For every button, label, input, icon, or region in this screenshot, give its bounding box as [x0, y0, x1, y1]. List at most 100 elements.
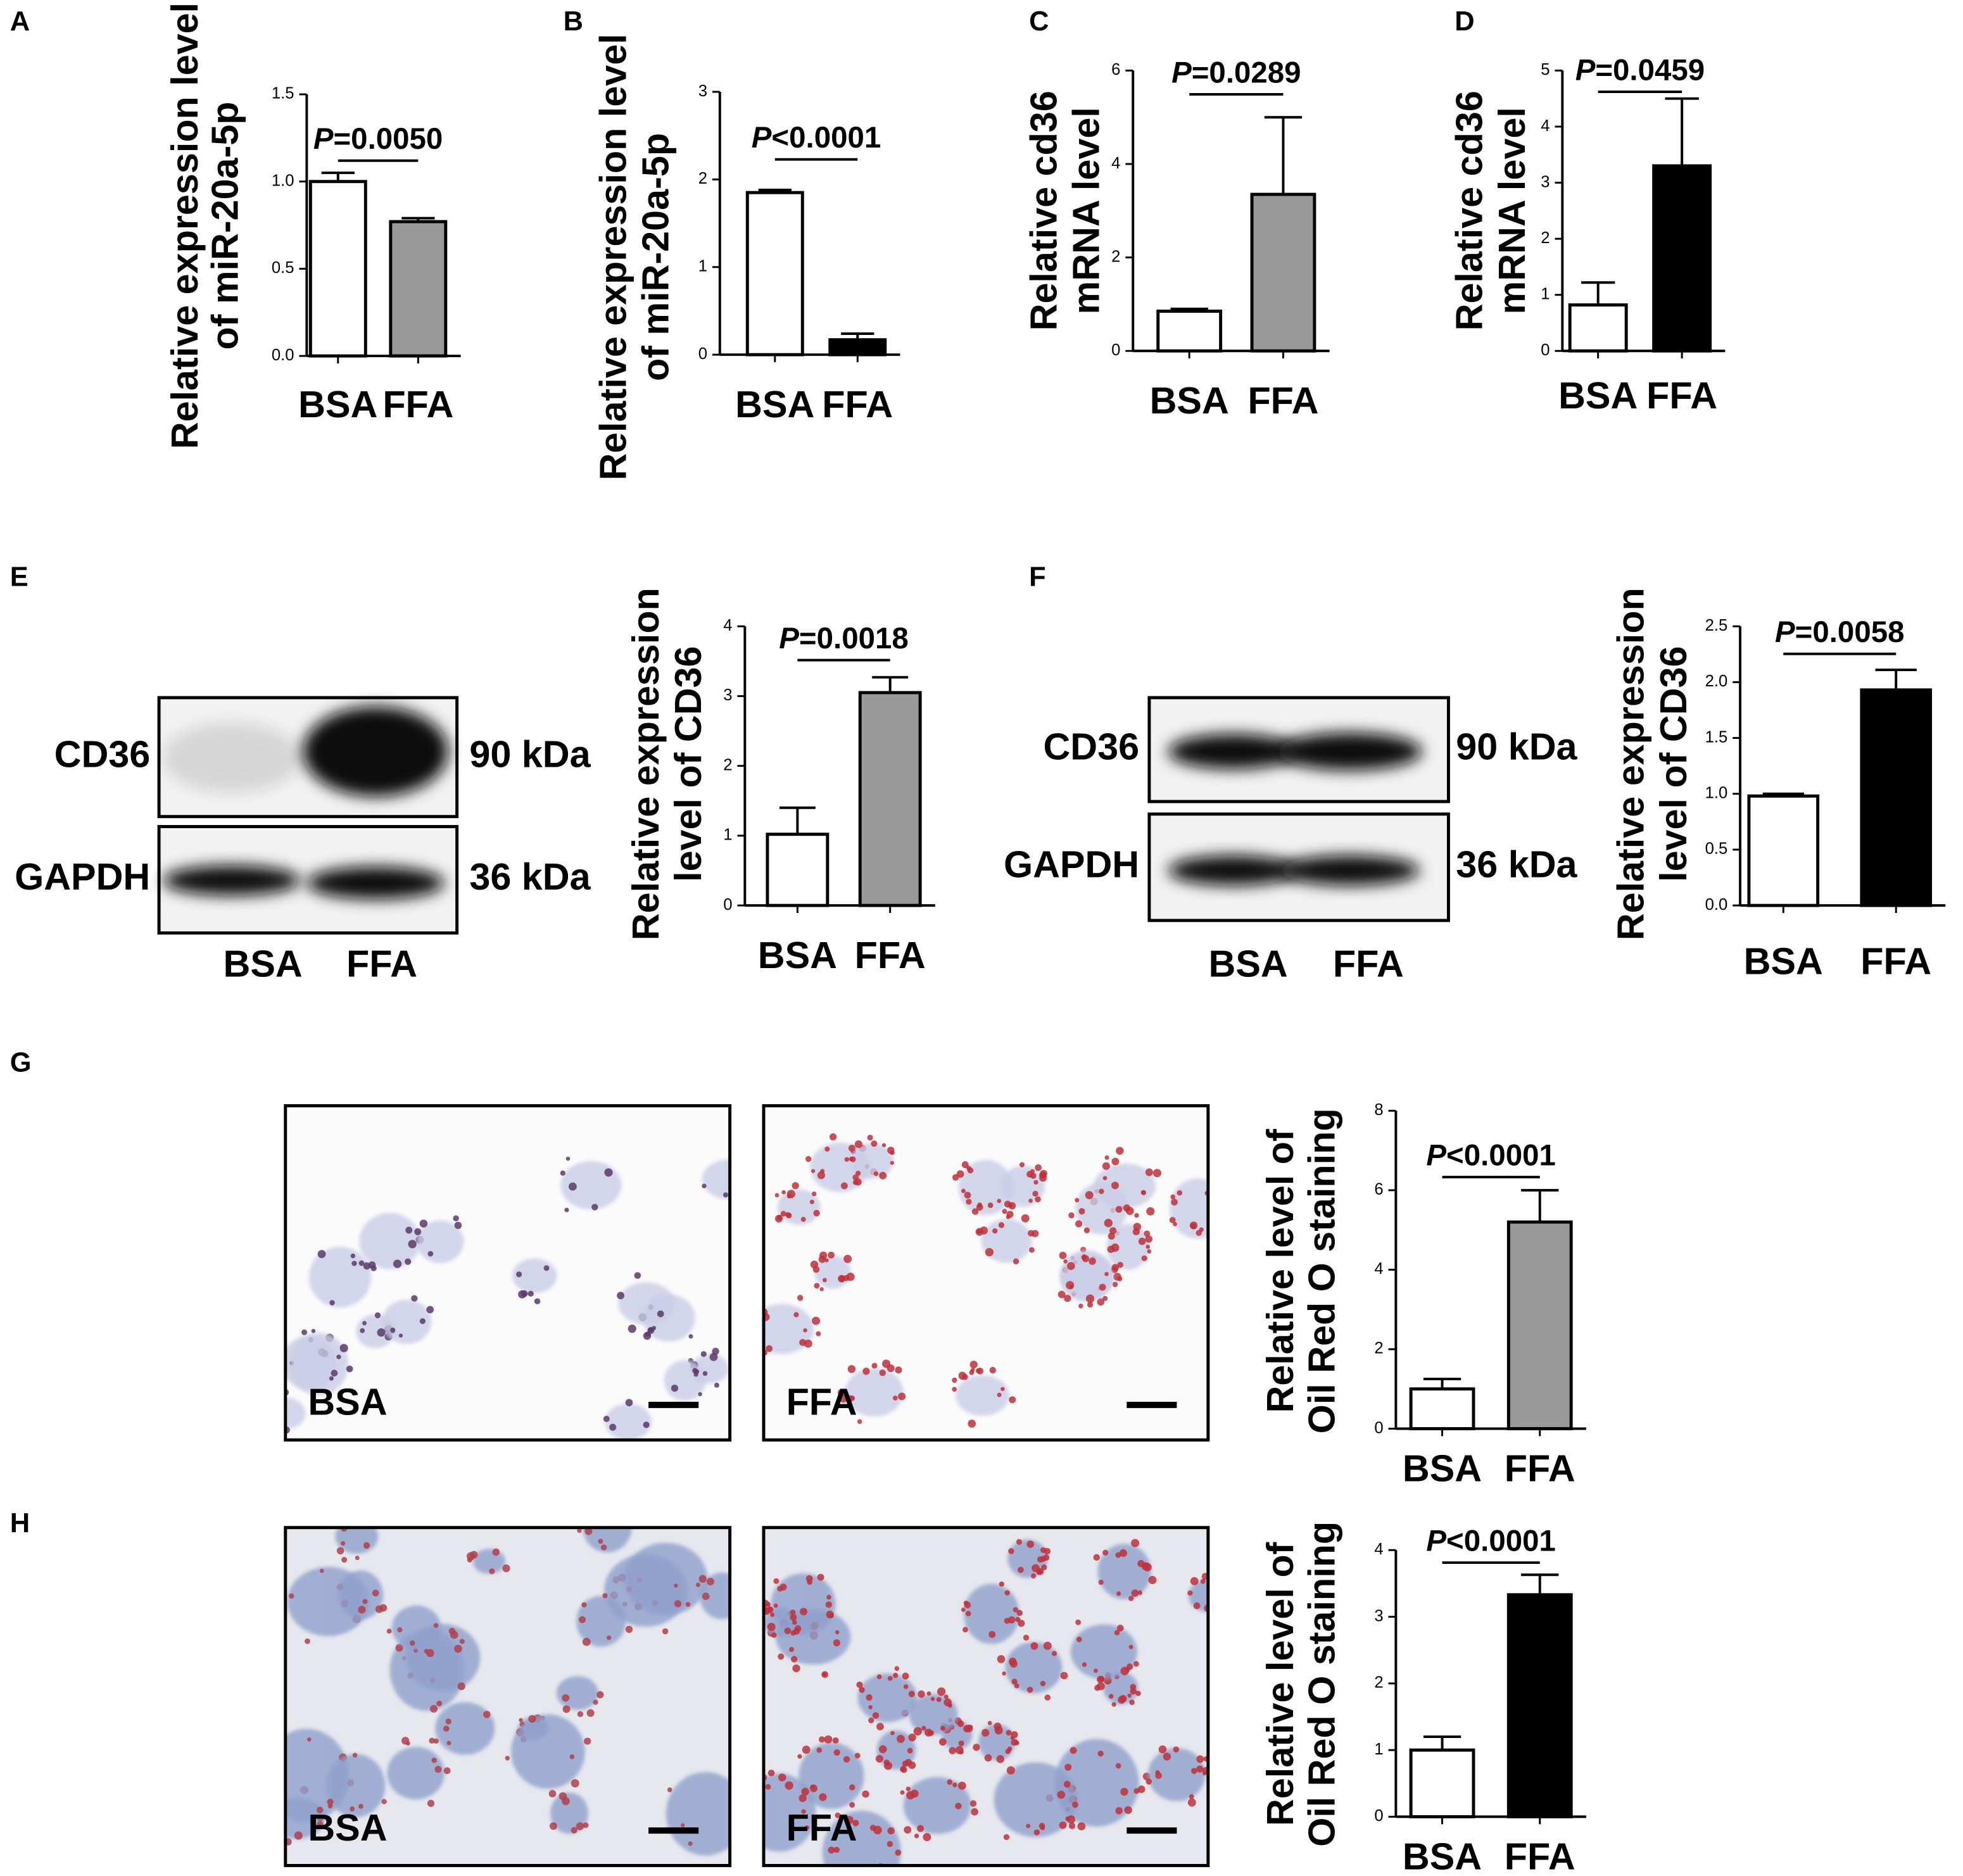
lipid-dot — [1037, 1556, 1044, 1563]
lipid-dot — [528, 1715, 536, 1723]
lipid-dot — [1027, 1230, 1035, 1237]
p-value: P<0.0001 — [1426, 1524, 1555, 1558]
lipid-dot — [952, 1387, 957, 1392]
lipid-dot — [833, 1749, 840, 1756]
lipid-dot — [1124, 1806, 1132, 1815]
lipid-dot — [1093, 1554, 1100, 1561]
lipid-dot — [1044, 1694, 1051, 1701]
lipid-dot — [1089, 1257, 1096, 1265]
lipid-dot — [961, 1608, 966, 1612]
y-tick-label: 4 — [723, 617, 732, 634]
p-text: <0.0001 — [1446, 1138, 1556, 1172]
lipid-dot — [316, 1806, 324, 1813]
lipid-dot — [816, 1331, 821, 1337]
cell — [604, 1554, 688, 1627]
lipid-dot — [767, 1623, 776, 1631]
p-symbol: P — [779, 621, 799, 655]
lipid-dot — [707, 1578, 714, 1585]
lipid-dot — [820, 1169, 825, 1174]
lipid-dot — [1137, 1785, 1146, 1793]
lipid-dot — [824, 1146, 830, 1152]
lipid-dot — [940, 1725, 945, 1731]
lipid-dot — [767, 1769, 775, 1777]
lipid-dot — [569, 1754, 575, 1760]
lipid-dot — [1102, 1162, 1110, 1170]
lipid-dot — [1109, 1227, 1117, 1235]
x-tick-label: FFA — [1505, 1835, 1575, 1876]
lipid-dot — [868, 1705, 873, 1709]
lipid-dot — [1057, 1290, 1066, 1299]
lipid-dot — [1119, 1695, 1127, 1703]
lipid-dot — [1117, 1261, 1123, 1268]
y-axis-label: mRNA level — [1491, 107, 1533, 314]
lipid-dot — [898, 1392, 906, 1401]
y-tick-label: 0 — [723, 896, 732, 914]
lipid-dot — [971, 1808, 978, 1816]
lipid-dot — [583, 1822, 589, 1829]
cell — [1169, 1178, 1208, 1239]
p-symbol: P — [313, 122, 334, 156]
y-tick-label: 2 — [1374, 1674, 1383, 1692]
lipid-dot — [311, 1328, 316, 1333]
lipid-dot — [1002, 1671, 1006, 1676]
lipid-dot — [1130, 1684, 1137, 1690]
cell — [556, 1676, 599, 1710]
lipid-dot — [433, 1623, 439, 1628]
lipid-dot — [259, 1414, 267, 1422]
lipid-dot — [1108, 1694, 1114, 1699]
lipid-dot — [1158, 1745, 1167, 1754]
bar — [1747, 794, 1820, 907]
lipid-dot — [1097, 1750, 1104, 1757]
lipid-dot — [1211, 1176, 1218, 1183]
lipid-dot — [1108, 1232, 1115, 1240]
lipid-dot — [1119, 1549, 1128, 1558]
lipid-dot — [521, 1290, 528, 1297]
lipid-dot — [785, 1212, 791, 1218]
cell — [389, 1629, 465, 1711]
lipid-dot — [674, 1600, 682, 1608]
x-tick-label: BSA — [1403, 1447, 1482, 1489]
lipid-dot — [1143, 1563, 1152, 1571]
p-symbol: P — [1171, 56, 1192, 89]
lipid-dot — [577, 1528, 582, 1533]
lipid-dot — [426, 1649, 434, 1658]
lipid-dot — [1030, 1173, 1037, 1179]
panel-letter: D — [1455, 6, 1474, 37]
cell — [994, 1762, 1078, 1837]
lipid-dot — [1028, 1199, 1033, 1203]
lipid-dot — [843, 1254, 852, 1263]
lipid-dot — [625, 1625, 633, 1634]
lipid-dot — [698, 1575, 707, 1583]
lipid-dot — [987, 1721, 992, 1725]
lipid-dot — [1155, 1772, 1162, 1779]
lipid-dot — [746, 1778, 753, 1785]
lipid-dot — [817, 1573, 824, 1581]
lipid-dot — [1123, 1204, 1131, 1212]
lipid-dot — [1114, 1630, 1120, 1635]
lipid-dot — [1129, 1699, 1135, 1706]
y-axis-label: Oil Red O staining — [1300, 1521, 1342, 1847]
lipid-dot — [329, 1376, 334, 1381]
y-tick-label: 1 — [723, 826, 732, 844]
lipid-dot — [1043, 1554, 1050, 1561]
lipid-dot — [780, 1211, 786, 1217]
lipid-dot — [785, 1781, 793, 1790]
y-tick-label: 2.5 — [1705, 617, 1728, 634]
lipid-dot — [818, 1736, 825, 1743]
cell — [1070, 1624, 1138, 1680]
lipid-dot — [1035, 1164, 1042, 1171]
lipid-dot — [1112, 1281, 1118, 1287]
lipid-dot — [671, 1384, 679, 1392]
lipid-dot — [405, 1226, 413, 1234]
lipid-dot — [797, 1295, 804, 1301]
lipid-dot — [1051, 1651, 1057, 1656]
lipid-dot — [1075, 1198, 1080, 1203]
panel-letter: E — [10, 562, 28, 593]
lipid-dot — [1006, 1730, 1012, 1736]
lipid-dot — [800, 1216, 806, 1222]
lipid-dot — [1059, 1821, 1067, 1829]
lipid-dot — [1210, 1219, 1217, 1226]
lipid-dot — [633, 1442, 638, 1447]
lipid-dot — [285, 1838, 292, 1846]
lipid-dot — [780, 1583, 787, 1591]
